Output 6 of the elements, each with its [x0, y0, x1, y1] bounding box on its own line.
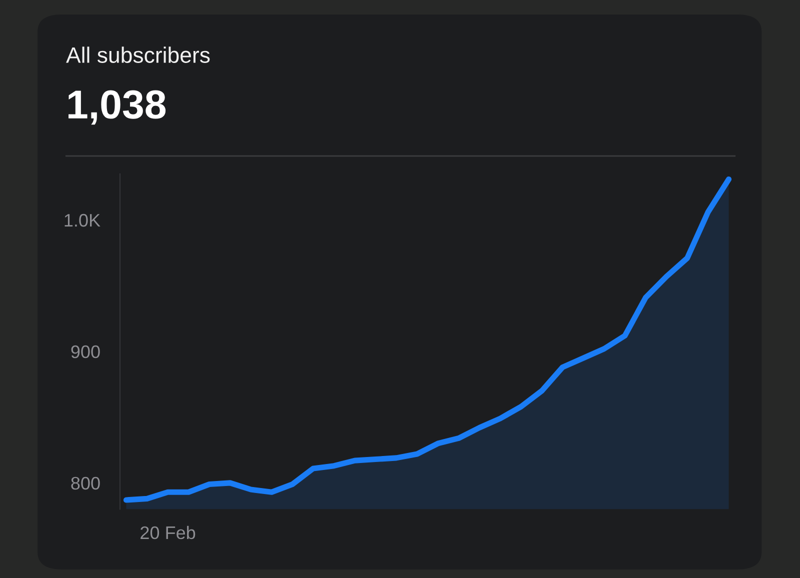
y-tick-label: 1.0K — [64, 214, 100, 227]
chart-subtitle: 1,038 — [68, 90, 166, 125]
chart-title: All subscribers — [66, 46, 210, 63]
y-tick-label: 800 — [71, 476, 100, 490]
y-tick-label: 900 — [71, 345, 100, 358]
x-tick-label: 20 Feb — [140, 526, 196, 540]
